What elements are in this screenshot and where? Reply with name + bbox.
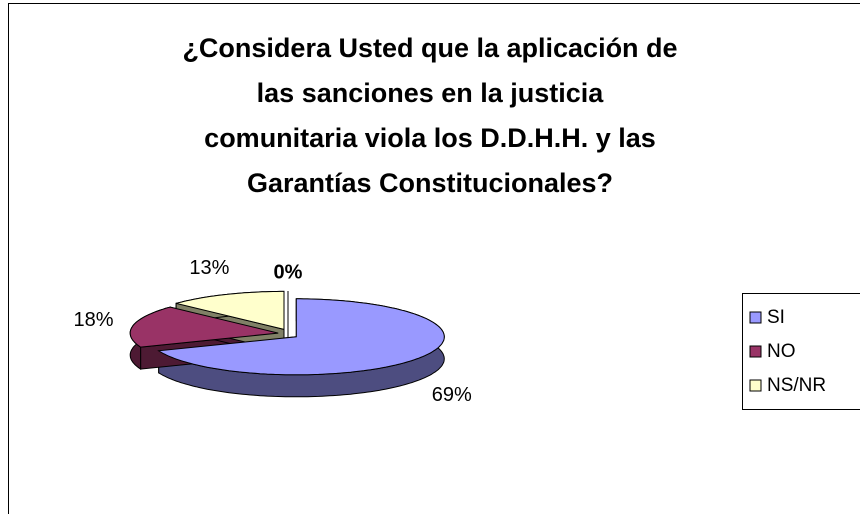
legend-label: NO — [767, 341, 796, 362]
legend-swatch — [749, 379, 762, 392]
data-label: 18% — [73, 309, 113, 331]
legend-box — [742, 293, 860, 410]
legend-label: NS/NR — [767, 375, 826, 396]
title-block: ¿Considera Usted que la aplicación de las… — [182, 33, 677, 198]
chart-title: comunitaria viola los D.D.H.H. y las — [204, 123, 656, 153]
chart-title: las sanciones en la justicia — [257, 78, 605, 108]
legend-swatch — [749, 345, 762, 358]
slice — [129, 306, 279, 348]
chart-title: ¿Considera Usted que la aplicación de — [182, 33, 677, 63]
data-label: 13% — [189, 257, 229, 279]
slice — [175, 290, 285, 331]
legend-swatch — [749, 311, 762, 324]
legend: SI NO NS/NR — [749, 307, 826, 396]
chart-title: Garantías Constitucionales? — [247, 168, 613, 198]
pie: 69% 18% 13% 0% — [73, 257, 472, 406]
data-label: 69% — [432, 384, 472, 406]
legend-label: SI — [767, 307, 785, 328]
chart-frame — [8, 3, 860, 514]
data-label: 0% — [274, 261, 303, 283]
slice — [157, 298, 445, 376]
